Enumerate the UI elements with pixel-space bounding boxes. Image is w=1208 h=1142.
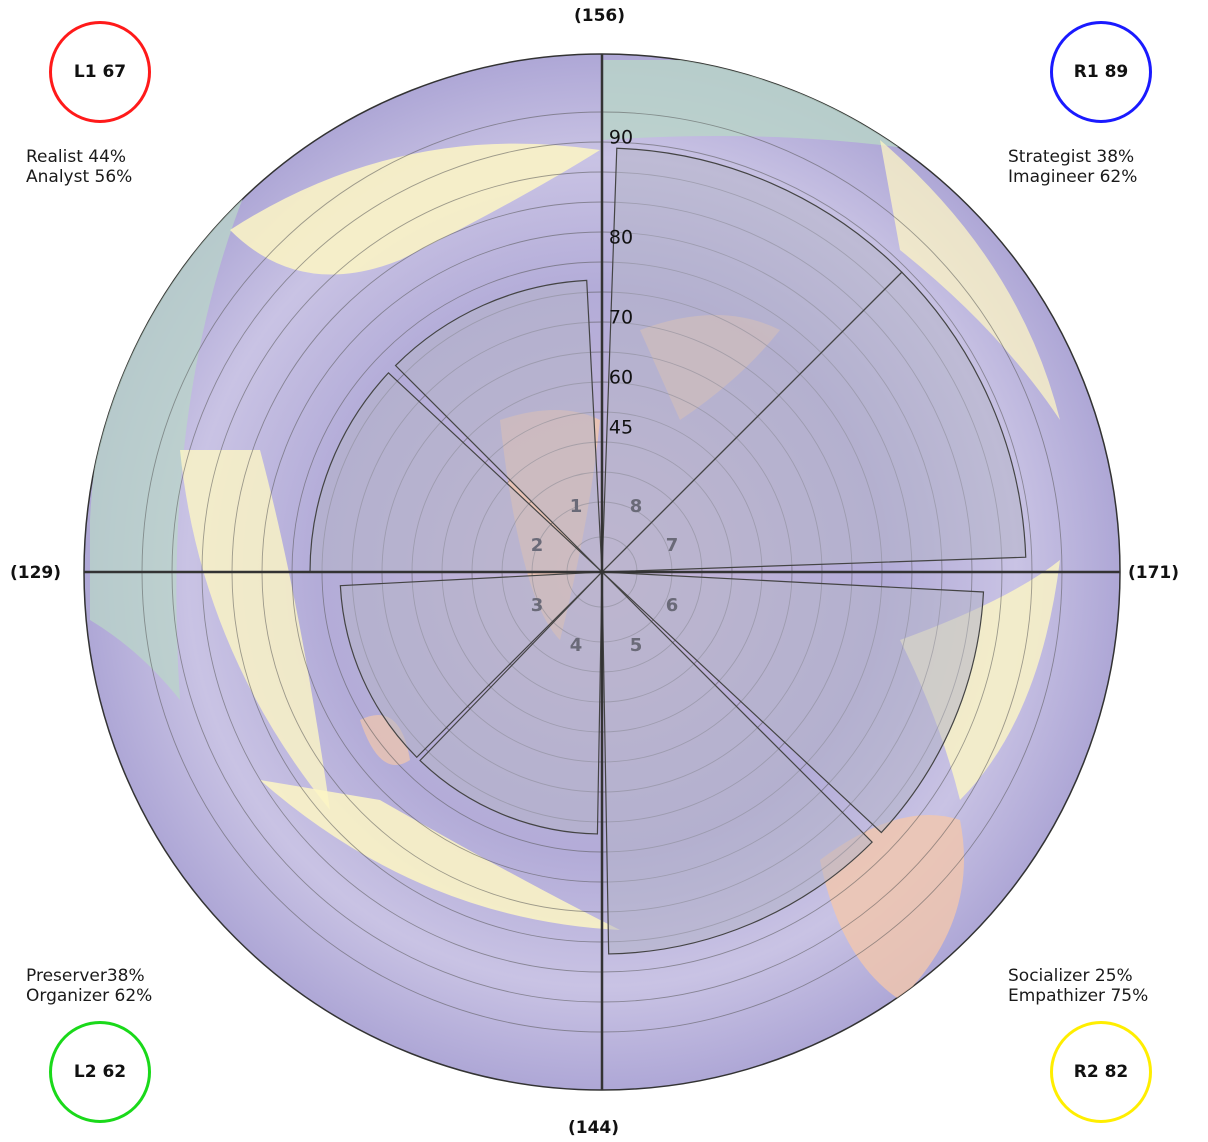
top-left-text: Realist 44% Analyst 56% [26, 147, 132, 187]
main-axes [84, 54, 1120, 1090]
preserver-line: Preserver38% [26, 966, 145, 986]
bottom-left-text: Preserver38% Organizer 62% [26, 966, 152, 1006]
badge-l1-text: L1 67 [73, 62, 127, 82]
wedge-segment-1 [394, 279, 603, 574]
wedge-segment-6 [600, 571, 985, 834]
wedge-segment-8 [601, 147, 903, 574]
badge-r2: R2 82 [1046, 1017, 1156, 1127]
badge-l2-ring: L2 62 [49, 1021, 151, 1123]
bottom-right-text: Socializer 25% Empathizer 75% [1008, 966, 1148, 1006]
radial-tick-60: 60 [609, 367, 633, 389]
top-right-text: Strategist 38% Imagineer 62% [1008, 147, 1137, 187]
axis-label-right: (171) [1128, 563, 1180, 583]
strategist-line: Strategist 38% [1008, 147, 1135, 167]
wedge-segment-4 [419, 570, 603, 835]
socializer-line: Socializer 25% [1008, 966, 1133, 986]
wedge-segment-2 [309, 372, 604, 573]
axis-label-bottom: (144) [568, 1118, 620, 1138]
badge-l1-ring: L1 67 [49, 21, 151, 123]
realist-line: Realist 44% [26, 147, 127, 167]
badge-r2-text: R2 82 [1073, 1062, 1129, 1082]
segment-label-2: 2 [531, 535, 544, 556]
radial-tick-90: 90 [609, 127, 633, 149]
wedge-segment-3 [339, 571, 604, 759]
badge-r1: R1 89 [1046, 17, 1156, 127]
segment-label-4: 4 [570, 635, 583, 656]
badge-l2-text: L2 62 [73, 1062, 127, 1082]
segment-wedges [309, 147, 1027, 955]
badge-l2: L2 62 [45, 1017, 155, 1127]
radial-tick-45: 45 [609, 417, 633, 439]
axis-label-left: (129) [10, 563, 62, 583]
wedge-segment-7 [600, 271, 1027, 573]
analyst-line: Analyst 56% [26, 167, 133, 187]
organizer-line: Organizer 62% [26, 986, 153, 1006]
badge-r1-ring: R1 89 [1050, 21, 1152, 123]
segment-label-1: 1 [570, 496, 583, 517]
badge-l1: L1 67 [45, 17, 155, 127]
segment-label-6: 6 [666, 595, 679, 616]
badge-r1-text: R1 89 [1073, 62, 1129, 82]
wedge-segment-5 [601, 570, 873, 955]
axis-label-top: (156) [574, 6, 626, 26]
segment-label-5: 5 [630, 635, 643, 656]
radial-tick-labels: 45 60 70 80 90 [609, 127, 633, 439]
imagineer-line: Imagineer 62% [1008, 167, 1138, 187]
segment-label-7: 7 [666, 535, 679, 556]
segment-label-3: 3 [531, 595, 544, 616]
empathizer-line: Empathizer 75% [1008, 986, 1149, 1006]
segment-labels: 1 2 3 4 5 6 7 8 [531, 496, 679, 656]
badge-r2-ring: R2 82 [1050, 1021, 1152, 1123]
segment-label-8: 8 [630, 496, 643, 517]
radial-tick-80: 80 [609, 227, 633, 249]
radial-tick-70: 70 [609, 307, 633, 329]
